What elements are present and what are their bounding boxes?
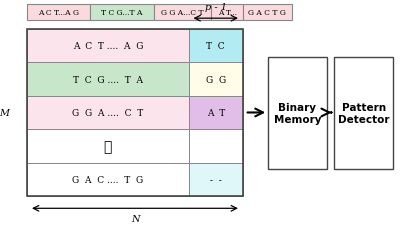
FancyBboxPatch shape	[27, 96, 189, 130]
FancyBboxPatch shape	[27, 5, 90, 21]
FancyBboxPatch shape	[27, 30, 189, 63]
FancyBboxPatch shape	[27, 63, 189, 96]
Text: A  T: A T	[207, 108, 225, 117]
FancyBboxPatch shape	[27, 130, 189, 163]
Text: A T...: A T...	[218, 9, 236, 17]
Text: -  -: - -	[210, 175, 222, 184]
Text: G  A  C ....  T  G: G A C .... T G	[72, 175, 144, 184]
FancyBboxPatch shape	[189, 63, 243, 96]
Text: N: N	[131, 214, 139, 223]
Text: Pattern
Detector: Pattern Detector	[338, 103, 389, 124]
FancyBboxPatch shape	[189, 30, 243, 63]
FancyBboxPatch shape	[268, 57, 327, 170]
FancyBboxPatch shape	[189, 130, 243, 163]
FancyBboxPatch shape	[189, 163, 243, 196]
Text: T  C: T C	[206, 42, 225, 51]
FancyBboxPatch shape	[90, 5, 154, 21]
FancyBboxPatch shape	[334, 57, 393, 170]
Text: G  G  A ....  C  T: G G A .... C T	[72, 108, 144, 117]
FancyBboxPatch shape	[189, 96, 243, 130]
FancyBboxPatch shape	[154, 5, 211, 21]
FancyBboxPatch shape	[243, 5, 292, 21]
Text: G  G: G G	[206, 75, 226, 84]
Text: M: M	[0, 108, 10, 117]
Text: ⋮: ⋮	[104, 139, 112, 153]
Text: Binary
Memory: Binary Memory	[274, 103, 321, 124]
Text: T C G...T A: T C G...T A	[101, 9, 143, 17]
Text: G G A...C T: G G A...C T	[161, 9, 204, 17]
Text: G A C T G: G A C T G	[248, 9, 286, 17]
FancyBboxPatch shape	[211, 5, 243, 21]
FancyBboxPatch shape	[27, 163, 189, 196]
Text: p - 1: p - 1	[205, 3, 227, 12]
Text: A C T...A G: A C T...A G	[38, 9, 79, 17]
Text: T  C  G ....  T  A: T C G .... T A	[73, 75, 143, 84]
Text: A  C  T ....  A  G: A C T .... A G	[73, 42, 143, 51]
